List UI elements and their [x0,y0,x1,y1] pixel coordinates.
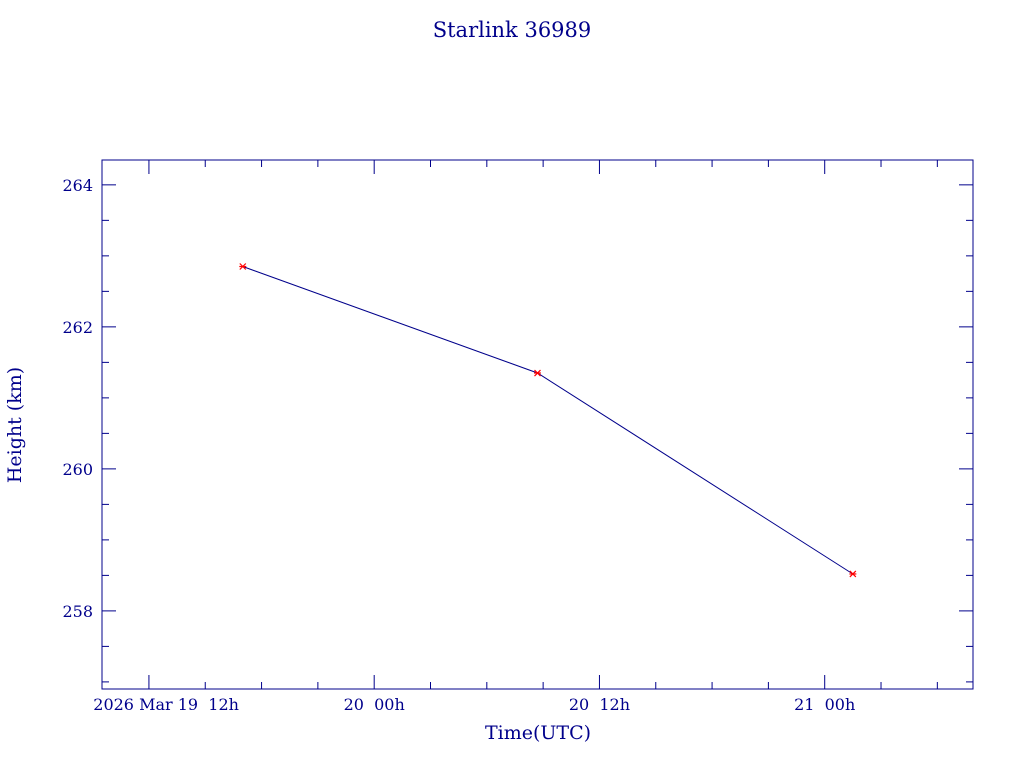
chart-title: Starlink 36989 [433,18,592,42]
y-tick-label: 262 [62,318,93,337]
y-tick-label: 260 [62,460,93,479]
y-tick-label: 258 [62,602,93,621]
x-tick-label: 20 00h [344,695,405,714]
x-tick-label: 21 00h [794,695,855,714]
plot-frame [101,159,974,690]
x-tick-label: 20 12h [569,695,630,714]
y-axis-label: Height (km) [4,367,26,483]
axes: 258 260 262 264 2026 Mar 19 12h 20 00h 20 12h 2… [62,159,974,714]
data-point [534,369,541,377]
data-point [849,570,857,578]
x-tick-label: 2026 Mar 19 12h [93,695,239,714]
series-group [239,263,857,578]
series-line [242,266,854,575]
data-point [239,263,247,270]
x-axis-label: Time(UTC) [485,722,591,744]
y-tick-label: 264 [62,176,93,195]
